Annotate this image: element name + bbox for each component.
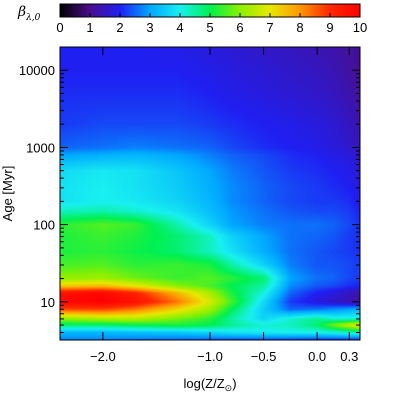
x-axis-title: log(Z/Z⊙) xyxy=(183,376,236,393)
colorbar-tick-label: 5 xyxy=(206,20,213,35)
colorbar-label-symbol: β xyxy=(17,4,26,20)
colorbar-tick-label: 3 xyxy=(146,20,153,35)
x-axis-title-main: log(Z/Z xyxy=(183,376,224,391)
x-axis-title-close: ) xyxy=(232,376,236,391)
x-axis: −2.0 −1.0 −0.5 0.0 0.3 xyxy=(90,47,358,364)
colorbar-label: βλ,0 xyxy=(17,4,41,23)
x-tick-label: 0.3 xyxy=(340,349,358,364)
heatmap-image xyxy=(60,47,360,340)
colorbar-tick-label: 9 xyxy=(326,20,333,35)
colorbar-tick-label: 6 xyxy=(236,20,243,35)
heatmap-area xyxy=(60,47,360,340)
colorbar-tick-label: 2 xyxy=(116,20,123,35)
x-axis-title-subscript: ⊙ xyxy=(225,383,233,393)
colorbar-tick-label: 1 xyxy=(86,20,93,35)
colorbar-tick-label: 7 xyxy=(266,20,273,35)
y-axis-title: Age [Myr] xyxy=(0,166,15,222)
y-tick-label: 10000 xyxy=(19,63,55,78)
x-tick-label: −1.0 xyxy=(197,349,223,364)
y-tick-label: 10 xyxy=(41,295,55,310)
y-tick-label: 1000 xyxy=(26,140,55,155)
colorbar-tick-label: 0 xyxy=(56,20,63,35)
y-tick-label: 100 xyxy=(33,218,55,233)
colorbar: 0 1 2 3 4 5 6 7 8 9 10 βλ,0 xyxy=(17,3,367,35)
colorbar-label-subscript: λ,0 xyxy=(25,13,41,23)
x-tick-label: 0.0 xyxy=(308,349,326,364)
colorbar-tick-label: 8 xyxy=(296,20,303,35)
colorbar-tick-label: 10 xyxy=(353,20,367,35)
colorbar-ticks: 0 1 2 3 4 5 6 7 8 9 10 xyxy=(56,13,367,35)
x-tick-label: −0.5 xyxy=(251,349,277,364)
colorbar-tick-label: 4 xyxy=(176,20,183,35)
x-tick-label: −2.0 xyxy=(90,349,116,364)
y-axis: 10 100 1000 10000 xyxy=(19,46,360,334)
